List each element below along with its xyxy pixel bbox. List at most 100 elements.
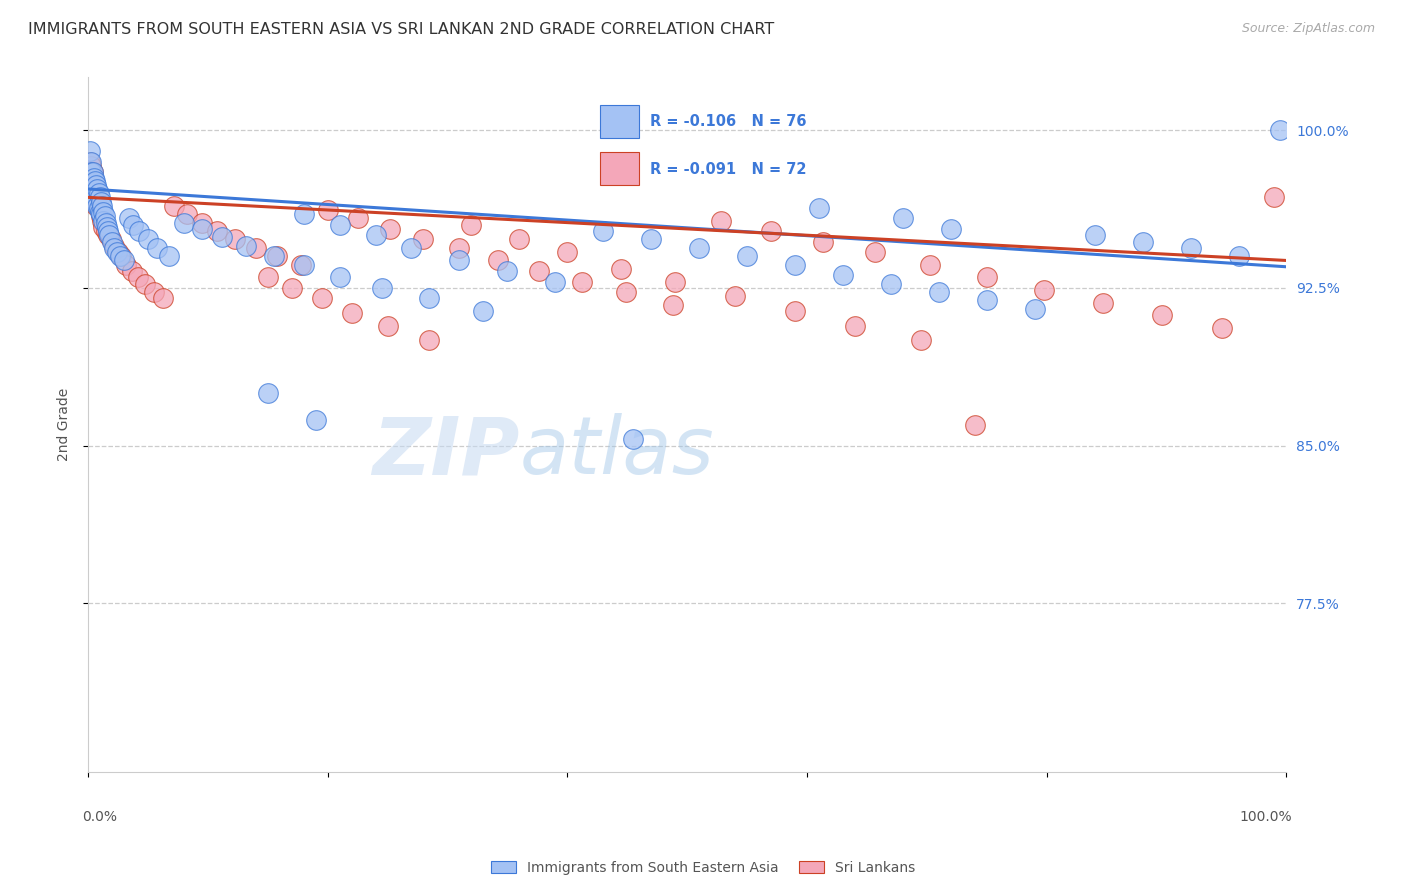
Point [808,201,831,215]
Point [84,188,107,202]
Point [97,228,120,243]
Point [108,249,131,263]
Point [377,318,399,333]
Point [472,304,495,318]
Point [112,253,135,268]
Point [1270,123,1292,137]
Point [311,291,333,305]
Point [592,224,614,238]
Point [107,245,129,260]
Point [920,258,942,272]
Point [100,232,122,246]
Point [460,218,482,232]
Point [235,239,257,253]
Text: atlas: atlas [519,413,714,491]
Point [163,199,186,213]
Point [418,291,440,305]
Point [98,228,121,243]
Point [128,224,150,238]
Point [1033,283,1056,297]
Text: 0.0%: 0.0% [82,810,117,824]
Point [496,264,519,278]
Point [370,281,392,295]
Point [976,270,998,285]
Legend: Immigrants from South Eastern Asia, Sri Lankans: Immigrants from South Eastern Asia, Sri … [485,855,921,880]
Point [83,186,105,201]
Point [1024,301,1046,316]
Point [152,291,174,305]
Point [90,209,112,223]
Text: IMMIGRANTS FROM SOUTH EASTERN ASIA VS SRI LANKAN 2ND GRADE CORRELATION CHART: IMMIGRANTS FROM SOUTH EASTERN ASIA VS SR… [28,22,775,37]
Point [101,235,124,249]
Y-axis label: 2nd Grade: 2nd Grade [58,388,72,461]
Point [910,334,932,348]
Point [1180,241,1202,255]
Point [724,289,747,303]
Point [449,253,471,268]
Point [89,205,111,219]
Point [211,230,233,244]
Point [1132,235,1154,249]
Point [316,202,339,217]
Point [93,213,115,227]
Point [134,277,156,291]
Point [136,232,159,246]
Point [89,202,111,217]
Point [122,218,145,232]
Point [86,193,108,207]
Point [664,275,686,289]
Point [84,190,107,204]
Point [290,258,312,272]
Point [263,249,285,263]
Point [280,281,302,295]
Point [527,264,550,278]
Point [759,224,782,238]
Point [1263,190,1285,204]
Point [340,306,363,320]
Point [94,216,117,230]
Point [110,249,132,263]
Point [80,165,103,179]
Point [84,184,107,198]
Point [96,219,118,234]
Point [256,386,278,401]
Point [86,199,108,213]
Point [84,194,107,209]
Point [83,179,105,194]
Point [80,171,103,186]
Text: ZIP: ZIP [373,413,519,491]
Point [176,207,198,221]
Point [190,222,212,236]
Point [844,318,866,333]
Point [87,199,110,213]
Point [82,176,104,190]
Point [207,224,229,238]
Point [880,277,903,291]
Point [87,186,110,201]
Point [610,261,633,276]
Point [93,205,115,219]
Point [103,239,125,253]
Point [783,258,806,272]
Point [832,268,855,283]
Point [82,165,104,179]
Point [224,232,246,246]
Point [329,218,352,232]
Point [87,201,110,215]
Point [811,235,834,249]
Point [90,207,112,221]
Point [93,219,115,234]
Point [865,245,887,260]
Point [142,285,165,299]
Point [91,199,114,213]
Point [508,232,530,246]
Point [640,232,662,246]
Point [121,264,143,278]
Point [84,178,107,192]
Point [256,270,278,285]
Point [555,245,578,260]
Point [79,144,101,158]
Point [688,241,710,255]
Point [94,224,117,238]
Point [783,304,806,318]
